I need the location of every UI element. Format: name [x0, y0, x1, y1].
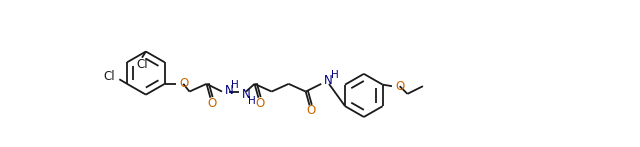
Text: H: H: [231, 80, 239, 90]
Text: O: O: [307, 104, 316, 117]
Text: O: O: [396, 80, 405, 93]
Text: O: O: [179, 77, 189, 90]
Text: N: N: [242, 88, 251, 101]
Text: H: H: [330, 70, 339, 80]
Text: N: N: [225, 84, 234, 97]
Text: N: N: [324, 74, 333, 87]
Text: Cl: Cl: [136, 58, 148, 71]
Text: H: H: [248, 96, 256, 106]
Text: Cl: Cl: [104, 70, 115, 83]
Text: O: O: [255, 97, 264, 110]
Text: O: O: [207, 97, 216, 110]
